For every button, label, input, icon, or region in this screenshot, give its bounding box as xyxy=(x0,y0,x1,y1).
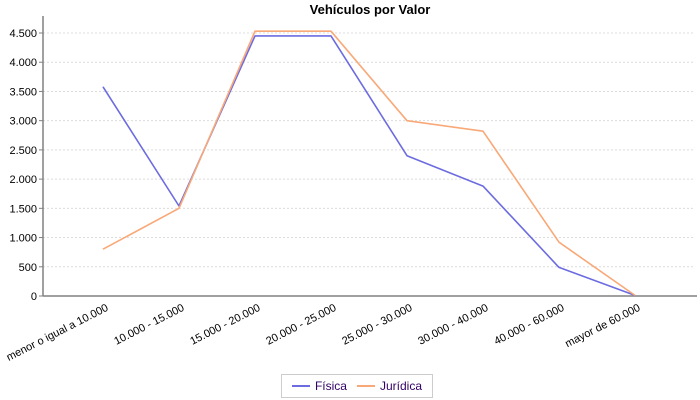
y-tick-label: 3.000 xyxy=(9,116,37,128)
legend-label-fisica: Física xyxy=(314,379,347,393)
legend-item-juridica: Jurídica xyxy=(356,379,423,393)
legend: Física Jurídica xyxy=(280,374,434,398)
y-tick-label: 4.500 xyxy=(9,28,37,40)
chart-title: Vehículos por Valor xyxy=(309,2,431,17)
juridica-line-swatch xyxy=(356,385,375,387)
y-tick-label: 1.500 xyxy=(9,203,37,215)
legend-item-fisica: Física xyxy=(291,379,347,393)
x-category-label: menor o igual a 10.000 xyxy=(5,302,111,364)
x-category-label: 30.000 - 40.000 xyxy=(416,302,490,348)
x-category-label: 25.000 - 30.000 xyxy=(340,302,414,348)
y-tick-label: 4.000 xyxy=(9,57,37,69)
x-category-label: mayor de 60.000 xyxy=(563,302,642,350)
legend-label-juridica: Jurídica xyxy=(379,379,423,393)
series-line-1 xyxy=(102,30,636,297)
y-tick-label: 1.000 xyxy=(9,233,37,245)
x-category-label: 15.000 - 20.000 xyxy=(188,302,262,348)
y-tick-label: 2.500 xyxy=(9,145,37,157)
y-tick-label: 500 xyxy=(19,262,37,274)
fisica-line-swatch xyxy=(291,385,310,387)
x-category-label: 10.000 - 15.000 xyxy=(112,302,186,348)
y-tick-label: 2.000 xyxy=(9,174,37,186)
y-tick-label: 3.500 xyxy=(9,86,37,98)
x-category-label: 20.000 - 25.000 xyxy=(264,302,338,348)
y-tick-label: 0 xyxy=(31,291,37,303)
x-category-label: 40.000 - 60.000 xyxy=(492,302,566,348)
